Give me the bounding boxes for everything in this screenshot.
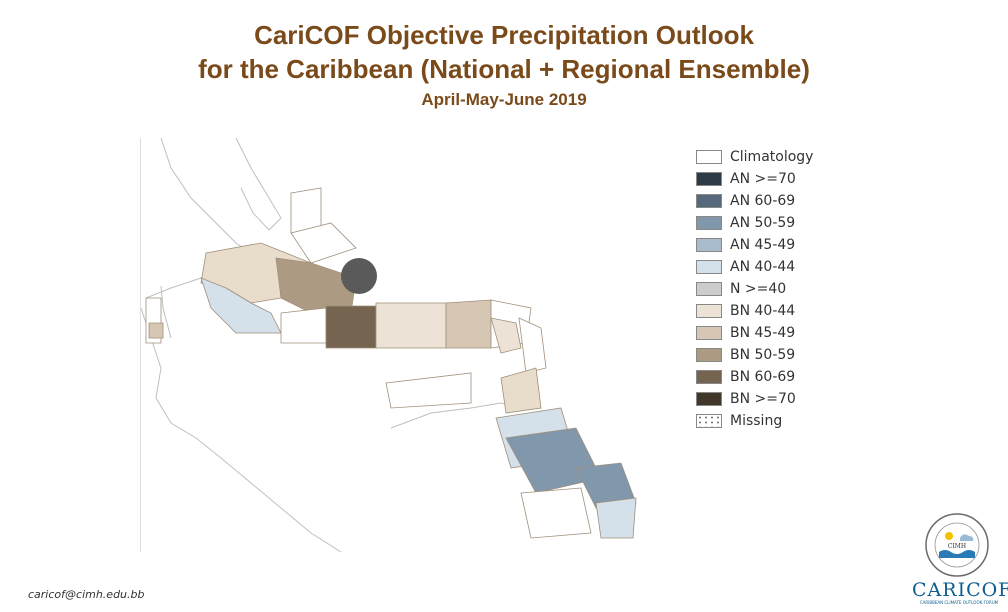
legend-label: BN 45-49: [730, 325, 796, 341]
cimh-logo-text: CIMH: [948, 543, 966, 550]
outlook-regions: [145, 187, 637, 539]
map-svg: [140, 137, 637, 553]
legend-item: AN 45-49: [696, 234, 846, 256]
outlook-map: [140, 137, 659, 553]
legend-swatch: [696, 216, 722, 230]
contact-email: caricof@cimh.edu.bb: [28, 588, 145, 601]
legend-swatch: [696, 348, 722, 362]
legend-label: AN >=70: [730, 171, 796, 187]
legend-swatch: [696, 282, 722, 296]
legend-item: Climatology: [696, 146, 846, 168]
legend-swatch: [696, 260, 722, 274]
legend-item: BN 60-69: [696, 366, 846, 388]
sun-icon: [945, 532, 953, 540]
legend-swatch: [696, 172, 722, 186]
legend-label: AN 45-49: [730, 237, 796, 253]
legend-item: Missing: [696, 410, 846, 432]
region-bahamas-south: [290, 222, 357, 264]
cimh-logo-svg: CIMH: [925, 513, 989, 577]
region-antigua: [518, 317, 547, 374]
legend-label: BN >=70: [730, 391, 796, 407]
legend-item: AN >=70: [696, 168, 846, 190]
region-haiti-north: [341, 258, 377, 294]
central-america-coast: [140, 307, 342, 553]
region-belize: [148, 322, 164, 339]
caricof-logo-text: CARICOF: [912, 579, 1008, 601]
map-legend: Climatology AN >=70 AN 60-69 AN 50-59 AN…: [696, 146, 846, 432]
legend-swatch: [696, 238, 722, 252]
region-windward: [500, 367, 542, 414]
florida: [235, 137, 282, 231]
legend-label: BN 40-44: [730, 303, 796, 319]
legend-label: N >=40: [730, 281, 787, 297]
legend-label: AN 60-69: [730, 193, 796, 209]
legend-item: BN 45-49: [696, 322, 846, 344]
region-cayman: [200, 277, 282, 334]
region-jamaica: [325, 305, 377, 349]
legend-item: AN 50-59: [696, 212, 846, 234]
legend-label: AN 40-44: [730, 259, 796, 275]
legend-item: BN 40-44: [696, 300, 846, 322]
legend-item: AN 40-44: [696, 256, 846, 278]
region-hispaniola: [375, 302, 447, 349]
title-line-1: CariCOF Objective Precipitation Outlook: [254, 20, 754, 50]
legend-swatch: [696, 370, 722, 384]
caricof-logo-subtext: CARIBBEAN CLIMATE OUTLOOK FORUM: [919, 600, 999, 605]
region-puerto-rico: [445, 299, 492, 349]
legend-swatch: [696, 326, 722, 340]
legend-item: N >=40: [696, 278, 846, 300]
caricof-logo: CARICOF CARIBBEAN CLIMATE OUTLOOK FORUM: [912, 579, 1008, 610]
region-french-guiana: [595, 497, 637, 539]
region-leeward: [490, 317, 522, 354]
cimh-logo: CIMH: [924, 512, 990, 578]
legend-swatch: [696, 304, 722, 318]
region-abc-islands: [385, 372, 472, 409]
wave-icon: [939, 550, 975, 558]
legend-item: BN 50-59: [696, 344, 846, 366]
legend-swatch: [696, 150, 722, 164]
legend-label: BN 60-69: [730, 369, 796, 385]
region-guyana-south: [520, 487, 592, 539]
legend-label: BN 50-59: [730, 347, 796, 363]
map-title: CariCOF Objective Precipitation Outlook …: [0, 18, 1008, 86]
legend-swatch: [696, 392, 722, 406]
forecast-period: April-May-June 2019: [421, 90, 587, 109]
legend-item: BN >=70: [696, 388, 846, 410]
yucatan-coast: [160, 285, 172, 339]
legend-label: AN 50-59: [730, 215, 796, 231]
cloud-icon: [960, 534, 974, 541]
legend-item: AN 60-69: [696, 190, 846, 212]
title-line-2: for the Caribbean (National + Regional E…: [198, 54, 810, 84]
legend-swatch-missing: [696, 414, 722, 428]
legend-label: Missing: [730, 413, 783, 429]
region-jamaica-north: [280, 307, 327, 344]
legend-swatch: [696, 194, 722, 208]
legend-label: Climatology: [730, 149, 814, 165]
